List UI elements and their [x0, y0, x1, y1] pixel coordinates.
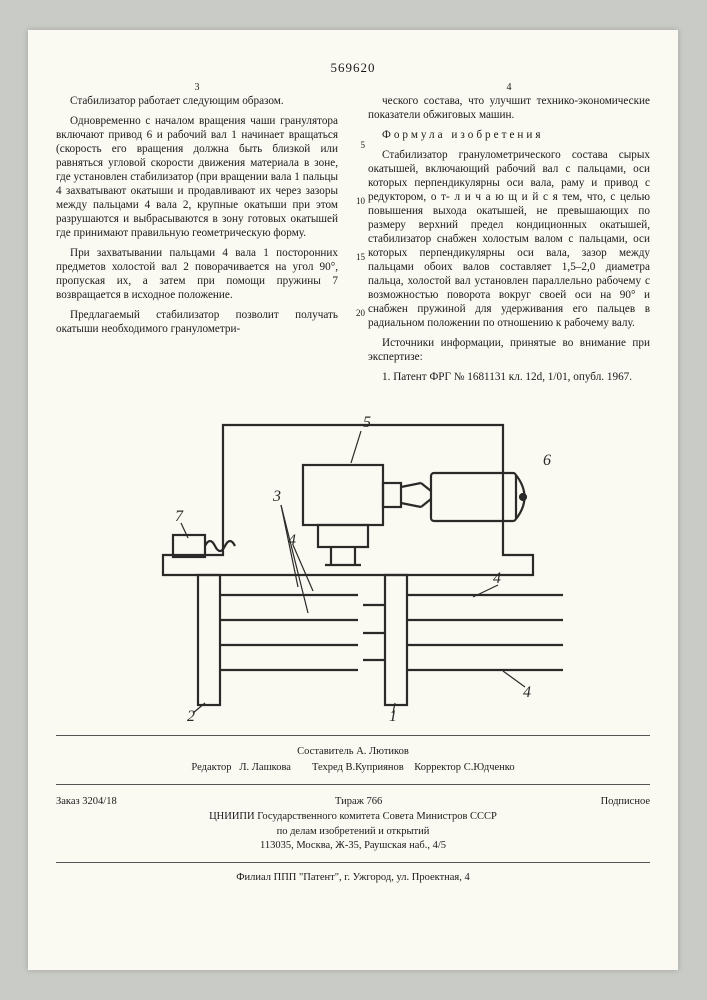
patent-page: 569620 3 Стабилизатор работает следующим… [28, 30, 678, 970]
editor-name: Л. Лашкова [239, 762, 291, 773]
para: ческого состава, что улучшит технико-эко… [368, 94, 650, 122]
claim-body: тем, что, с целью повышения выхода окаты… [368, 191, 650, 329]
techred-name: В.Куприянов [346, 762, 404, 773]
publisher-dept: по делам изобретений и открытий [277, 826, 430, 837]
tirage: Тираж 766 [335, 795, 382, 808]
line-number: 10 [351, 196, 365, 207]
credits-block: Составитель А. Лютиков Редактор Л. Лашко… [56, 744, 650, 776]
fig-label-5: 5 [363, 414, 371, 431]
para-formula: Формула изобретения [368, 128, 650, 142]
left-col-number: 3 [195, 82, 200, 95]
fig-label-6: 6 [543, 452, 551, 469]
divider [56, 784, 650, 785]
para: Одновременно с началом вращения чаши гра… [56, 114, 338, 240]
fig-label-3: 3 [272, 488, 281, 505]
para: Источники информации, принятые во вниман… [368, 336, 650, 364]
branch-line: Филиал ППП "Патент", г. Ужгород, ул. Про… [56, 871, 650, 884]
para: Стабилизатор гранулометрического состава… [368, 148, 650, 330]
line-number: 20 [351, 308, 365, 319]
corrector-label: Корректор [414, 762, 461, 773]
subscription: Подписное [601, 795, 650, 808]
para: Стабилизатор работает следующим образом. [56, 94, 338, 108]
fig-label-4: 4 [288, 532, 296, 549]
divider [56, 862, 650, 863]
editor-label: Редактор [191, 762, 231, 773]
corrector-name: С.Юдченко [464, 762, 515, 773]
para: Предлагаемый стабилизатор позволит получ… [56, 308, 338, 336]
para: 1. Патент ФРГ № 1681131 кл. 12d, 1/01, о… [368, 370, 650, 384]
left-column: 3 Стабилизатор работает следующим образо… [56, 94, 338, 390]
divider [56, 735, 650, 736]
colophon-order: Заказ 3204/18 Тираж 766 Подписное [56, 793, 650, 810]
formula-title: Формула изобретения [382, 129, 544, 141]
two-column-text: 3 Стабилизатор работает следующим образо… [56, 94, 650, 390]
author-name: А. Лютиков [356, 746, 409, 757]
right-col-number: 4 [507, 82, 512, 95]
patent-figure: 7 5 6 3 4 2 1 4 4 [103, 405, 603, 725]
fig-label-2: 2 [187, 708, 195, 725]
line-number: 5 [351, 140, 365, 151]
publisher-address: 113035, Москва, Ж-35, Раушская наб., 4/5 [260, 840, 446, 851]
order-number: Заказ 3204/18 [56, 795, 117, 808]
publisher-org: ЦНИИПИ Государственного комитета Совета … [209, 811, 497, 822]
techred-label: Техред [312, 762, 343, 773]
para: При захватывании пальцами 4 вала 1 посто… [56, 246, 338, 302]
fig-label-4: 4 [493, 570, 501, 587]
publisher: ЦНИИПИ Государственного комитета Совета … [56, 810, 650, 854]
claim-emph: л и ч а ю щ и й с я [454, 191, 557, 203]
fig-label-7: 7 [175, 508, 184, 525]
document-number: 569620 [56, 60, 650, 76]
line-number: 15 [351, 252, 365, 263]
right-column: 4 5 10 15 20 ческого состава, что улучши… [368, 94, 650, 390]
author-label: Составитель [297, 746, 353, 757]
